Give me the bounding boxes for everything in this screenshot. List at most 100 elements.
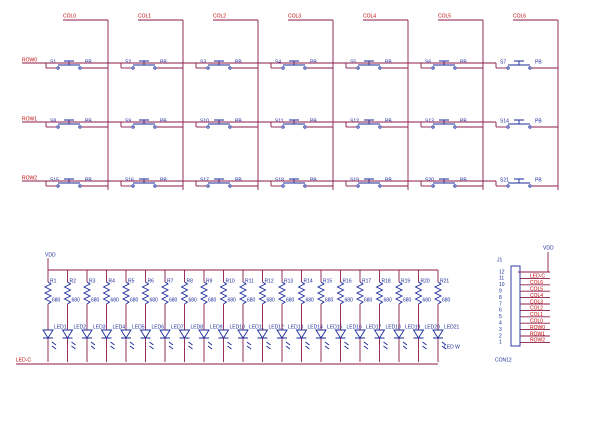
pin-number: 9 (499, 289, 502, 295)
switch-ref: S9 (125, 118, 131, 124)
resistor-ref: R6 (148, 278, 155, 284)
switch-contact (56, 125, 60, 129)
switch-type: PB (460, 118, 467, 124)
pin-number: 2 (499, 333, 502, 339)
resistor-ref: R17 (362, 278, 371, 284)
switch-ref: S14 (500, 118, 509, 124)
switch-contact (153, 184, 157, 188)
pin-net: ROW1 (530, 331, 545, 337)
switch-contact (206, 125, 210, 129)
switch-contact (431, 184, 435, 188)
led-ref: LED20 (425, 324, 441, 330)
switch-ref: S13 (425, 118, 434, 124)
pin-number: 11 (499, 276, 504, 282)
led-arrows (246, 341, 252, 350)
switch-ref: S3 (200, 59, 206, 65)
row-label: ROW0 (22, 57, 37, 63)
column-label: COL5 (438, 13, 451, 19)
resistor-ref: R3 (89, 278, 96, 284)
pin-number: 7 (499, 301, 502, 307)
led-arrows (188, 341, 193, 350)
pin-net: COL5 (530, 287, 543, 293)
switch-type: PB (460, 59, 467, 65)
led-ref: LED10 (230, 324, 246, 330)
switch-contact (228, 125, 232, 129)
switch-contact (281, 184, 285, 188)
switch-ref: S21 (500, 177, 509, 183)
switch-contact (356, 184, 360, 188)
resistor-ref: R13 (284, 278, 293, 284)
switch-contact (78, 125, 82, 129)
switch-ref: S4 (275, 59, 281, 65)
led-ref: LED13 (288, 324, 304, 330)
led-ref: LED3 (93, 324, 106, 330)
resistor-ref: R12 (265, 278, 274, 284)
resistor-ref: R4 (109, 278, 116, 284)
led-ref: LED12 (269, 324, 285, 330)
switch-ref: S7 (500, 59, 506, 65)
switch-contact (506, 184, 510, 188)
resistor-value: 680 (345, 297, 354, 303)
led-ref: LED19 (405, 324, 421, 330)
resistor-ref: R5 (128, 278, 135, 284)
switch-type: PB (460, 177, 467, 183)
resistor (414, 281, 423, 305)
switch-contact (56, 184, 60, 188)
resistor (160, 281, 170, 305)
resistor-value: 680 (208, 297, 217, 303)
led-ref: LED5 (132, 324, 145, 330)
resistor-value: 680 (442, 297, 451, 303)
switch-contact (206, 66, 210, 70)
row-label: ROW1 (22, 116, 37, 122)
resistor-ref: R15 (323, 278, 332, 284)
supply-label: VDD (543, 245, 554, 251)
led-arrows (207, 341, 213, 350)
resistor (355, 281, 365, 305)
switch-contact (303, 125, 307, 129)
resistor (297, 281, 306, 305)
led-arrows (71, 341, 76, 350)
pin-number: 8 (499, 295, 502, 301)
resistor-ref: R20 (421, 278, 430, 284)
switch-ref: S20 (425, 177, 434, 183)
switch-ref: S2 (125, 59, 131, 65)
pin-number: 4 (499, 321, 502, 327)
switch-type: PB (235, 177, 242, 183)
resistor-value: 680 (403, 297, 412, 303)
supply-label: VDD (45, 252, 56, 258)
switch-contact (153, 125, 157, 129)
led-arrows (344, 341, 349, 350)
column-label: COL2 (213, 13, 226, 19)
switch-type: PB (310, 59, 317, 65)
resistor-value: 680 (384, 297, 393, 303)
pin-number: 5 (499, 314, 502, 320)
column-label: COL4 (363, 13, 376, 19)
resistor (180, 281, 189, 305)
switch-contact (431, 66, 435, 70)
switch-contact (453, 66, 457, 70)
switch-type: PB (235, 59, 242, 65)
led-arrows (324, 341, 330, 350)
switch-contact (528, 66, 532, 70)
led-arrows (305, 341, 310, 350)
pin-number: 6 (499, 308, 502, 314)
common-label: LED-C (16, 357, 31, 363)
switch-type: PB (235, 118, 242, 124)
switch-contact (281, 125, 285, 129)
switch-contact (378, 184, 382, 188)
resistor-ref: R1 (50, 278, 57, 284)
connector-part: CON12 (495, 357, 512, 363)
led-arrows (402, 341, 408, 350)
switch-contact (378, 125, 382, 129)
resistor-ref: R10 (226, 278, 235, 284)
switch-type: PB (385, 177, 392, 183)
led-arrows (168, 341, 174, 350)
resistor-ref: R9 (206, 278, 213, 284)
resistor-value: 680 (267, 297, 276, 303)
switch-ref: S19 (350, 177, 359, 183)
resistor-ref: R2 (70, 278, 77, 284)
switch-actuator (508, 178, 530, 184)
resistor (63, 281, 72, 305)
